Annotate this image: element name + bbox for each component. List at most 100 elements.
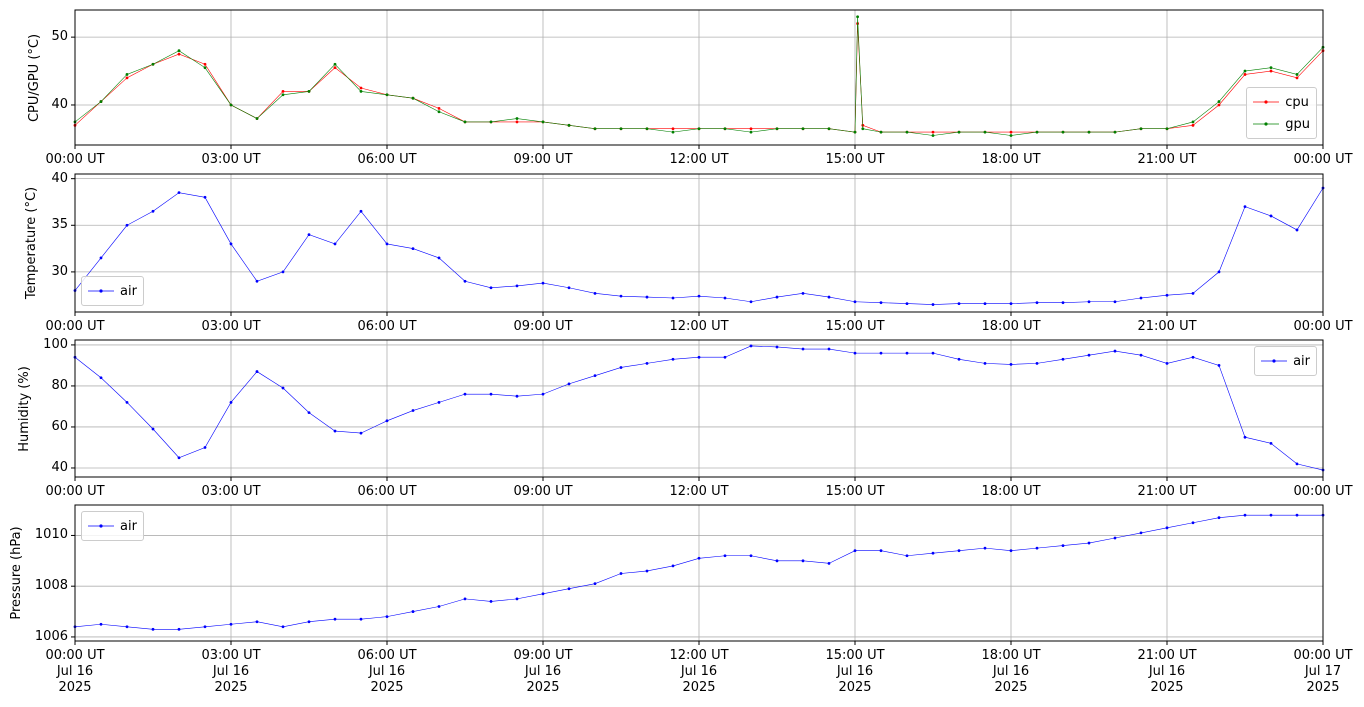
data-point <box>515 597 519 601</box>
x-tick-label: 18:00 UT <box>981 319 1041 334</box>
x-tick-label: 00:00 UT <box>1293 152 1353 167</box>
data-point <box>411 409 415 412</box>
data-point <box>931 551 935 555</box>
data-point <box>1113 130 1117 134</box>
data-point <box>1269 513 1273 517</box>
x-tick-label: 03:00 UT <box>201 319 261 334</box>
data-point <box>671 357 675 361</box>
x-tick-label: 15:00 UT <box>825 152 885 167</box>
data-point <box>1191 123 1195 127</box>
y-tick-label: 40 <box>51 96 68 112</box>
data-point <box>619 127 623 131</box>
data-point <box>307 620 311 624</box>
data-point <box>775 127 779 131</box>
data-point <box>1269 66 1273 70</box>
data-point <box>1295 76 1299 80</box>
data-point <box>437 110 441 114</box>
data-point <box>281 90 285 93</box>
data-point <box>827 347 831 351</box>
data-point <box>255 279 259 283</box>
y-axis-label: Temperature (°C) <box>24 186 39 300</box>
data-point <box>333 617 337 621</box>
legend-marker <box>99 524 103 528</box>
y-tick-label: 35 <box>51 217 68 233</box>
data-point <box>645 127 649 131</box>
data-point <box>905 130 909 134</box>
data-point <box>1295 462 1299 466</box>
data-point <box>671 127 675 131</box>
data-point <box>515 394 519 398</box>
data-point <box>1061 130 1065 134</box>
x-tick-label: 06:00 UT <box>357 152 417 167</box>
data-point <box>1061 301 1065 305</box>
data-point <box>437 256 441 260</box>
data-point <box>567 286 571 290</box>
x-tick-label: 00:00 UT <box>45 152 105 167</box>
data-point <box>1113 349 1117 353</box>
data-point <box>801 127 805 131</box>
data-point <box>697 127 701 131</box>
data-point <box>861 127 865 131</box>
data-point <box>983 130 987 134</box>
data-point <box>203 62 207 66</box>
data-point <box>99 376 103 380</box>
data-point <box>1269 214 1273 218</box>
data-point <box>931 130 935 134</box>
x-tick-label: 15:00 UT <box>825 319 885 334</box>
data-point <box>593 127 597 131</box>
data-point <box>593 582 597 586</box>
data-point <box>723 296 727 300</box>
data-point <box>489 392 493 396</box>
data-point <box>515 117 519 120</box>
data-point <box>151 427 155 431</box>
data-point <box>541 281 545 285</box>
data-point <box>333 66 337 70</box>
data-point <box>1191 521 1195 525</box>
data-point <box>203 446 207 449</box>
data-point <box>931 134 935 137</box>
data-point <box>1113 536 1117 540</box>
data-point <box>879 351 883 355</box>
y-tick-label: 1010 <box>34 527 68 543</box>
data-point <box>281 625 285 629</box>
data-point <box>671 564 675 568</box>
plot-frame <box>74 173 1324 313</box>
data-point <box>489 120 493 124</box>
data-point <box>463 120 467 124</box>
y-axis-label: Pressure (hPa) <box>9 526 24 620</box>
data-point <box>775 345 779 349</box>
x-tick-label: 15:00 UT <box>825 484 885 499</box>
data-point <box>645 569 649 573</box>
data-point <box>1165 127 1169 131</box>
legend-marker <box>1264 100 1268 104</box>
data-point <box>567 123 571 127</box>
data-point <box>1191 291 1195 295</box>
data-point <box>1009 549 1013 553</box>
plot-frame <box>74 504 1324 642</box>
data-point <box>1295 73 1299 76</box>
data-point <box>1009 130 1013 134</box>
y-tick-label: 30 <box>51 263 68 279</box>
y-tick-label: 60 <box>51 418 68 434</box>
x-tick-label: 15:00 UT Jul 16 2025 <box>825 648 885 695</box>
data-point <box>437 106 441 110</box>
data-point <box>1061 357 1065 361</box>
y-tick-label: 100 <box>43 336 68 352</box>
data-point <box>177 191 181 195</box>
y-tick-label: 1006 <box>34 628 68 644</box>
data-point <box>177 52 181 56</box>
data-point <box>905 554 909 558</box>
data-point <box>463 279 467 283</box>
data-point <box>1217 270 1221 274</box>
data-point <box>1087 130 1091 134</box>
legend-swatch <box>1253 100 1280 104</box>
data-point <box>749 130 753 134</box>
y-axis-label: Humidity (%) <box>17 365 32 452</box>
data-point <box>1087 541 1091 545</box>
data-point <box>827 561 831 565</box>
data-point <box>905 302 909 306</box>
y-tick-label: 1008 <box>34 578 68 594</box>
y-tick-label: 40 <box>51 170 68 186</box>
x-tick-label: 18:00 UT Jul 16 2025 <box>981 648 1041 695</box>
data-point <box>931 303 935 306</box>
